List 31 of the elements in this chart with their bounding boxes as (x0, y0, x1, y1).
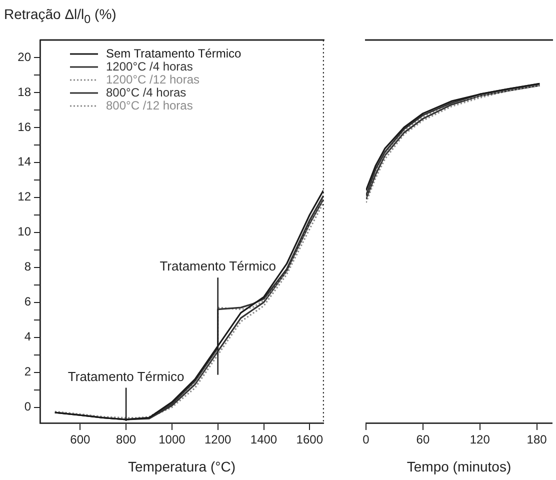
x-tick-label: 600 (70, 432, 90, 447)
annotation: Tratamento Térmico (160, 258, 276, 274)
y-tick-label: 10 (18, 224, 32, 239)
x-axis-title: Temperatura (°C) (128, 458, 236, 474)
y-tick-label: 6 (24, 294, 32, 309)
x-tick-label: 1000 (158, 432, 186, 447)
x-axis-title: Tempo (minutos) (406, 458, 512, 474)
x-tick-label: 0 (362, 432, 370, 447)
x-tick-label: 120 (470, 432, 490, 447)
legend-label: 1200°C /12 horas (106, 72, 200, 86)
legend-label: 800°C /12 horas (106, 98, 193, 112)
x-tick-label: 180 (526, 432, 548, 447)
y-tick-label: 18 (18, 84, 32, 99)
y-tick-label: 12 (18, 190, 32, 204)
y-tick-label: 16 (18, 120, 32, 134)
x-tick-label: 800 (116, 432, 136, 447)
y-tick-label: 4 (24, 330, 32, 344)
legend-label: 1200°C /4 horas (106, 59, 193, 74)
x-tick-label: 1200 (204, 432, 232, 447)
annotation: Tratamento Térmico (68, 368, 184, 384)
y-tick-label: 14 (18, 154, 32, 169)
y-axis-title: Retração Δl/l$_{0}$ (%) (4, 6, 116, 26)
y-tick-label: 20 (18, 50, 32, 64)
y-tick-label: 8 (24, 260, 32, 274)
x-tick-label: 1400 (250, 432, 278, 447)
x-tick-label: 60 (416, 432, 430, 447)
legend-label: 800°C /4 horas (106, 85, 186, 100)
y-tick-label: 0 (24, 400, 32, 414)
x-tick-label: 1600 (296, 432, 324, 447)
y-tick-label: 2 (24, 364, 32, 379)
legend-label: Sem Tratamento Térmico (106, 46, 242, 60)
